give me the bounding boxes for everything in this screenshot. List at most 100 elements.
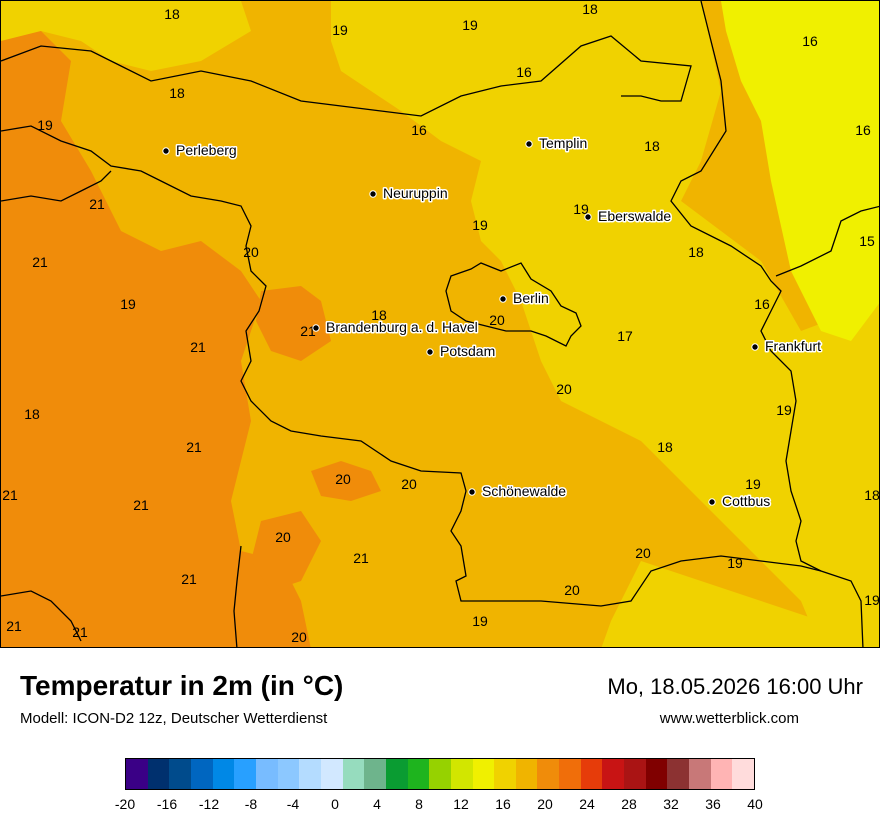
temperature-value: 18 [688,244,704,260]
legend-tick-label: 8 [415,796,423,812]
temperature-value: 16 [855,122,871,138]
legend-tick-label: 0 [331,796,339,812]
model-info: Modell: ICON-D2 12z, Deutscher Wetterdie… [20,710,328,727]
legend-tick-label: -4 [286,796,300,812]
temperature-value: 16 [516,64,532,80]
temperature-field-16-18-north [1,1,251,71]
legend-color-cell [234,759,256,789]
temperature-value: 17 [617,328,633,344]
city-label: Perleberg [176,142,237,158]
temperature-value: 21 [300,323,316,339]
temperature-value: 19 [462,17,478,33]
temperature-value: 18 [864,487,880,503]
legend-tick-label: -20 [114,796,136,812]
city-marker: Neuruppin [369,184,449,203]
city-label: Templin [539,135,587,151]
city-dot [468,488,476,496]
legend-color-cell [667,759,690,789]
temperature-value: 21 [186,439,202,455]
temperature-labels: 18 19 19 18 16 18 19 16 16 18 16 19 21 21 20 19 19 18 18 15… [2,1,880,645]
legend-color-cell [190,759,213,789]
city-label: Brandenburg a. d. Havel [326,319,478,335]
temperature-value: 20 [564,582,580,598]
temperature-field-21 [1,31,311,647]
legend-color-cell [407,759,430,789]
website-link[interactable]: www.wetterblick.com [659,710,799,727]
city-marker: Templin [525,134,589,153]
legend-color-cell [320,759,343,789]
city-label: Potsdam [440,343,495,359]
temperature-field-21-patch3 [251,511,321,591]
legend-color-cell [602,759,625,789]
temperature-value: 19 [864,592,880,608]
legend-color-cell [342,759,365,789]
temperature-value: 19 [745,476,761,492]
temperature-value: 19 [727,555,743,571]
temperature-value: 21 [181,571,197,587]
legend-color-cell [255,759,278,789]
legend-tick-label: -8 [244,796,258,812]
city-markers: Perleberg Templin Neuruppin Eberswalde Berli… [162,134,823,511]
legend-color-cell [559,759,581,789]
city-label: Berlin [513,290,549,306]
city-marker: Frankfurt [751,337,823,356]
temperature-field-16-18 [331,1,879,647]
temperature-value: 20 [291,629,307,645]
temperature-value: 16 [754,296,770,312]
city-label: Cottbus [722,493,770,509]
temperature-value: 16 [802,33,818,49]
city-marker: Eberswalde [584,207,673,226]
temperature-value: 20 [275,529,291,545]
temperature-value: 15 [859,233,875,249]
city-dot [525,140,533,148]
temperature-value: 18 [657,439,673,455]
city-label: Frankfurt [765,338,821,354]
legend-color-cell [624,759,646,789]
city-dot [708,498,716,506]
temperature-value: 20 [489,312,505,328]
city-label: Neuruppin [383,185,448,201]
legend-tick-label: 32 [663,796,679,812]
legend-color-cell [147,759,170,789]
legend-tick-label: 12 [453,796,469,812]
temperature-value: 16 [411,122,427,138]
city-dot [369,190,377,198]
temperature-value: 21 [6,618,22,634]
legend-color-cell [450,759,473,789]
temperature-field-16-18-south [601,561,879,647]
city-label: Schönewalde [482,483,566,499]
city-marker: Berlin [499,289,550,308]
legend-color-cell [126,759,148,789]
legend-tick-label: 20 [537,796,553,812]
temperature-value: 21 [2,487,18,503]
city-dot [751,343,759,351]
temperature-value: 20 [243,244,259,260]
chart-title: Temperatur in 2m (in °C) [20,670,344,701]
legend-color-cell [429,759,451,789]
temperature-value: 19 [776,402,792,418]
city-marker: Cottbus [708,492,772,511]
city-dot [426,348,434,356]
legend-tick-label: 28 [621,796,637,812]
temperature-value: 19 [573,201,589,217]
temperature-field-21-patch [256,286,331,361]
temperature-value: 19 [120,296,136,312]
temperature-value: 19 [332,22,348,38]
temperature-value: 18 [371,307,387,323]
city-label: Eberswalde [598,208,671,224]
legend-color-cell [364,759,386,789]
temperature-value: 21 [72,624,88,640]
legend-color-cell [689,759,711,789]
city-marker: Perleberg [162,141,238,160]
city-marker: Brandenburg a. d. Havel [312,318,479,337]
city-dot [162,147,170,155]
city-marker: Potsdam [426,342,497,361]
temperature-value: 18 [24,406,40,422]
legend-color-cell [732,759,755,789]
legend-ticks: -20 -16 -12 -8 -4 0 4 8 12 16 20 24 28 32 36 40 [115,796,763,814]
color-legend [125,758,755,790]
temperature-value: 18 [169,85,185,101]
temperature-field-15 [721,1,879,341]
temperature-value: 21 [89,196,105,212]
legend-color-cell [169,759,191,789]
